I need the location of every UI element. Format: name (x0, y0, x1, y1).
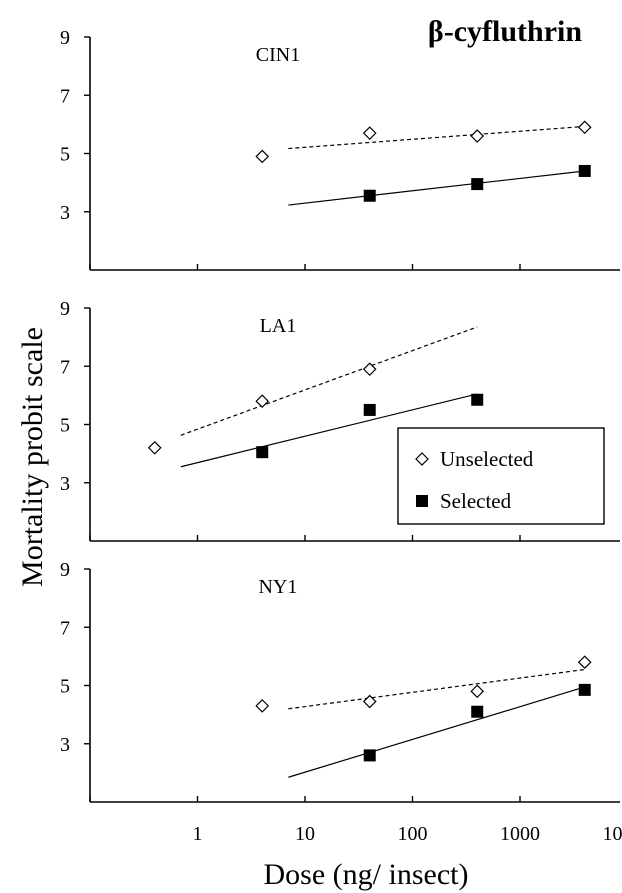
point-selected-la1 (256, 446, 269, 459)
point-unselected-ny1 (255, 699, 270, 713)
fit-line-unselected-la1 (180, 326, 478, 436)
panel-ny1: 3 5 7 9 NY1 (60, 559, 620, 803)
fit-line-unselected-ny1 (288, 668, 585, 710)
y-tick-label-cin1: 3 (60, 202, 70, 224)
point-unselected-cin1 (362, 126, 377, 140)
point-unselected-la1 (255, 394, 270, 409)
y-tick-label-la1: 5 (60, 415, 70, 437)
y-tick-label-cin1: 9 (60, 27, 70, 49)
legend: Unselected Selected (397, 427, 605, 525)
fit-line-selected-cin1 (288, 170, 585, 206)
panel-label-ny1: NY1 (259, 576, 298, 598)
fit-line-unselected-cin1 (288, 125, 585, 150)
y-tick-label-la1: 9 (60, 298, 70, 320)
y-tick-label-la1: 3 (60, 473, 70, 495)
panel-cin1: 3 5 7 9 CIN1 (60, 27, 620, 271)
point-unselected-cin1 (577, 120, 592, 135)
legend-label-unselected: Unselected (440, 447, 534, 471)
point-unselected-ny1 (470, 684, 485, 699)
panels: 3 5 7 9 CIN1 3 5 7 9 LA1 3 5 7 9 NY1 1 10 100 1000 10000 (60, 27, 622, 845)
x-tick-label: 1000 (500, 823, 540, 845)
point-unselected-ny1 (362, 694, 377, 709)
point-unselected-cin1 (470, 129, 485, 143)
x-tick-label: 1 (193, 823, 203, 845)
fit-line-selected-la1 (180, 393, 478, 468)
x-tick-label: 100 (398, 823, 428, 845)
legend-label-selected: Selected (440, 489, 512, 513)
point-unselected-cin1 (255, 149, 270, 164)
y-tick-label-ny1: 5 (60, 676, 70, 698)
point-unselected-la1 (147, 440, 162, 455)
point-selected-la1 (471, 393, 484, 406)
x-tick-label: 10000 (603, 823, 622, 845)
panel-label-la1: LA1 (260, 315, 297, 337)
legend-box (397, 427, 605, 525)
point-unselected-la1 (362, 362, 377, 377)
point-selected-cin1 (471, 178, 484, 191)
panel-label-cin1: CIN1 (256, 44, 300, 66)
chart-title: β-cyfluthrin (428, 15, 582, 48)
panel-la1: 3 5 7 9 LA1 (60, 298, 620, 542)
legend-marker-selected (416, 495, 428, 507)
point-selected-cin1 (578, 164, 591, 177)
legend-marker-unselected (415, 452, 429, 466)
y-tick-label-cin1: 5 (60, 144, 70, 166)
y-tick-label-ny1: 7 (60, 617, 70, 639)
x-axis-title: Dose (ng/ insect) (264, 858, 469, 891)
point-selected-ny1 (363, 749, 376, 762)
y-tick-label-ny1: 3 (60, 734, 70, 756)
point-selected-la1 (363, 403, 376, 416)
fit-line-selected-ny1 (288, 686, 585, 778)
point-selected-ny1 (471, 705, 484, 718)
y-tick-label-la1: 7 (60, 356, 70, 378)
point-unselected-ny1 (577, 655, 592, 670)
y-axis-title: Mortality probit scale (16, 327, 49, 587)
point-selected-ny1 (578, 683, 591, 696)
y-tick-label-cin1: 7 (60, 85, 70, 107)
point-selected-cin1 (363, 189, 376, 202)
y-tick-label-ny1: 9 (60, 559, 70, 581)
x-tick-label: 10 (295, 823, 315, 845)
